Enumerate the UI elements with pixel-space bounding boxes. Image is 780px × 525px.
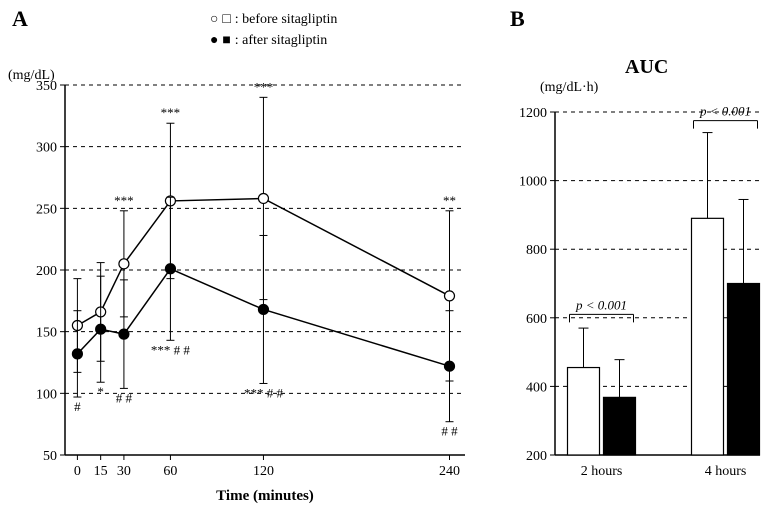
svg-text:2 hours: 2 hours (581, 464, 623, 479)
svg-text:30: 30 (117, 464, 131, 479)
svg-text:200: 200 (526, 449, 547, 464)
svg-text:***: *** (254, 79, 274, 94)
svg-text:60: 60 (163, 464, 177, 479)
svg-text:*** # #: *** # # (151, 342, 191, 357)
svg-text:300: 300 (36, 141, 57, 156)
svg-text:p < 0.001: p < 0.001 (575, 297, 627, 312)
svg-text:# #: # # (116, 390, 133, 405)
svg-text:***: *** (114, 193, 134, 208)
svg-text:400: 400 (526, 380, 547, 395)
svg-text:4 hours: 4 hours (705, 464, 747, 479)
svg-text:15: 15 (94, 464, 108, 479)
svg-text:*: * (97, 384, 104, 399)
svg-text:**: ** (443, 193, 456, 208)
svg-text:*** # #: *** # # (244, 385, 284, 400)
svg-text:800: 800 (526, 243, 547, 258)
svg-text:240: 240 (439, 464, 460, 479)
svg-text:250: 250 (36, 202, 57, 217)
svg-text:0: 0 (74, 464, 81, 479)
svg-text:100: 100 (36, 387, 57, 402)
svg-text:Time (minutes): Time (minutes) (216, 488, 314, 504)
svg-text:# #: # # (441, 424, 458, 439)
chart-canvas: 50 100 150 200 250 300 350 0 15 30 60 120 240 Time (m… (0, 0, 780, 525)
svg-text:50: 50 (43, 449, 57, 464)
svg-text:***: *** (161, 105, 181, 120)
svg-text:150: 150 (36, 326, 57, 341)
svg-text:350: 350 (36, 79, 57, 94)
svg-text:1000: 1000 (519, 175, 547, 190)
svg-text:120: 120 (253, 464, 274, 479)
svg-text:1200: 1200 (519, 106, 547, 121)
svg-text:p < 0.001: p < 0.001 (699, 104, 751, 119)
svg-text:600: 600 (526, 312, 547, 327)
svg-text:200: 200 (36, 264, 57, 279)
svg-text:#: # (74, 399, 81, 414)
